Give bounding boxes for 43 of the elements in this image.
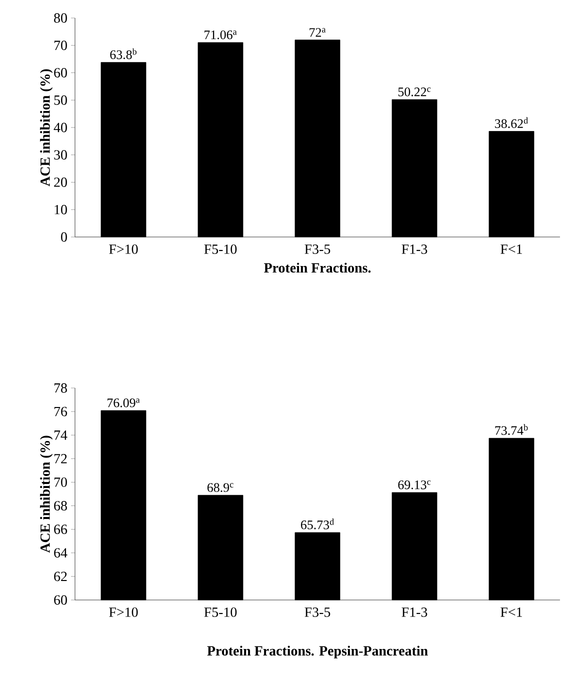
x-tick-label: F>10 <box>109 244 138 254</box>
y-tick-label: 0 <box>61 232 67 242</box>
y-tick-label: 68 <box>54 501 67 510</box>
x-tick-label: F1-3 <box>402 608 428 617</box>
data-label: 65.73$^{d}$ <box>300 518 334 530</box>
y-tick-label: 80 <box>54 13 67 23</box>
y-axis-title: ACE inhibition (%) <box>40 69 53 186</box>
data-label: 73.74$^{b}$ <box>495 424 528 435</box>
y-tick-label: 72 <box>54 454 67 464</box>
x-tick-label: F5-10 <box>204 244 237 254</box>
y-tick-label: 70 <box>54 40 67 50</box>
y-tick-label: 78 <box>54 383 67 393</box>
x-tick-label: F<1 <box>500 244 522 254</box>
data-label: 76.09$^{a}$ <box>108 398 140 408</box>
y-tick-label: 60 <box>54 68 67 78</box>
y-tick-label: 60 <box>54 595 67 605</box>
x-tick-label: F1-3 <box>402 244 428 254</box>
y-axis-title: ACE inhibition (%) <box>40 436 53 553</box>
x-tick-label: F>10 <box>109 608 138 617</box>
y-tick-label: 40 <box>54 122 67 132</box>
y-tick-label: 74 <box>54 430 68 440</box>
x-tick-label: F3-5 <box>304 244 330 254</box>
y-tick-label: 62 <box>54 572 67 582</box>
data-label: 68.9$^{c}$ <box>207 483 234 492</box>
y-tick-label: 66 <box>54 524 68 534</box>
x-axis-title: Protein Fractions. Pepsin-Pancreatin <box>207 646 428 658</box>
data-label: 71.06$^{a}$ <box>204 30 237 40</box>
y-tick-label: 20 <box>54 178 67 187</box>
y-tick-label: 76 <box>54 406 68 416</box>
data-label: 38.62$^{d}$ <box>495 117 528 128</box>
y-tick-label: 10 <box>54 204 67 214</box>
y-tick-label: 30 <box>54 150 67 160</box>
x-tick-label: F3-5 <box>304 608 330 617</box>
data-label: 63.8$^{b}$ <box>110 48 137 60</box>
y-tick-label: 50 <box>54 95 67 105</box>
x-axis-title: Protein Fractions. <box>264 262 371 273</box>
data-label: 50.22$^{c}$ <box>398 88 431 96</box>
data-label: 72$^{a}$ <box>310 28 326 37</box>
y-tick-label: 64 <box>54 548 68 558</box>
x-tick-label: F5-10 <box>204 608 237 617</box>
x-tick-label: F<1 <box>500 608 522 617</box>
data-label: 69.13$^{c}$ <box>398 480 431 490</box>
y-tick-label: 70 <box>54 478 67 487</box>
